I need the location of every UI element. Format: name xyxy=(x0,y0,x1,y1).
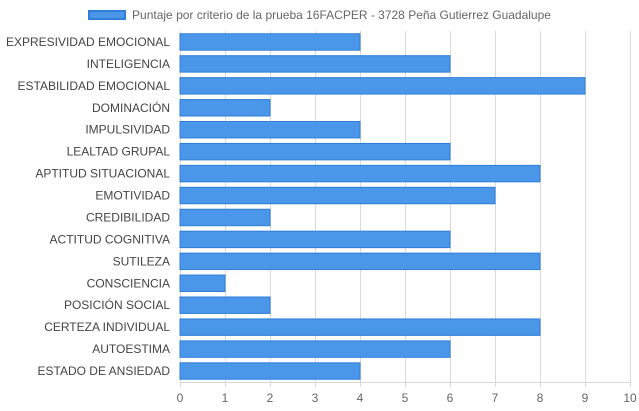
bar[interactable] xyxy=(179,230,451,249)
category-label: EXPRESIVIDAD EMOCIONAL xyxy=(6,35,170,49)
bar[interactable] xyxy=(179,252,541,271)
bar[interactable] xyxy=(179,318,541,336)
x-tick-label: 0 xyxy=(177,391,184,405)
x-tick-label: 3 xyxy=(312,391,319,405)
category-label: ACTITUD COGNITIVA xyxy=(50,232,170,246)
bar[interactable] xyxy=(179,142,451,161)
bar[interactable] xyxy=(179,33,361,51)
category-label: POSICIÓN SOCIAL xyxy=(64,297,170,312)
bars xyxy=(179,33,586,380)
category-label: INTELIGENCIA xyxy=(87,57,170,71)
category-label: APTITUD SITUACIONAL xyxy=(35,167,170,181)
category-label: IMPULSIVIDAD xyxy=(85,123,170,137)
x-tick-label: 1 xyxy=(222,391,229,405)
x-tick-label: 2 xyxy=(267,391,274,405)
chart-legend[interactable]: Puntaje por criterio de la prueba 16FACP… xyxy=(0,6,639,24)
category-label: AUTOESTIMA xyxy=(92,342,170,356)
legend-swatch xyxy=(88,10,127,20)
x-tick-label: 7 xyxy=(492,391,499,405)
bar[interactable] xyxy=(179,120,361,139)
x-tick-label: 6 xyxy=(447,391,454,405)
bar[interactable] xyxy=(179,99,271,117)
bar[interactable] xyxy=(179,77,586,95)
bar[interactable] xyxy=(179,164,541,183)
x-tick-label: 10 xyxy=(623,391,637,405)
category-label: CONSCIENCIA xyxy=(87,276,170,290)
bar[interactable] xyxy=(179,340,451,358)
category-label: SUTILEZA xyxy=(113,254,170,268)
bar[interactable] xyxy=(179,296,271,314)
bar[interactable] xyxy=(179,186,496,205)
category-label: CERTEZA INDIVIDUAL xyxy=(44,320,170,334)
x-tick-label: 9 xyxy=(582,391,589,405)
legend-label: Puntaje por criterio de la prueba 16FACP… xyxy=(132,8,551,22)
bar[interactable] xyxy=(179,55,451,73)
category-label: LEALTAD GRUPAL xyxy=(67,145,171,159)
x-tick-label: 8 xyxy=(537,391,544,405)
bar[interactable] xyxy=(179,208,271,227)
bar[interactable] xyxy=(179,274,226,293)
x-tick-label: 4 xyxy=(357,391,364,405)
x-tick-label: 5 xyxy=(402,391,409,405)
category-label: DOMINACIÓN xyxy=(92,100,170,115)
category-label: ESTADO DE ANSIEDAD xyxy=(38,364,171,378)
category-label: ESTABILIDAD EMOCIONAL xyxy=(18,79,171,93)
category-label: CREDIBILIDAD xyxy=(86,210,170,224)
category-label: EMOTIVIDAD xyxy=(95,189,170,203)
category-labels: EXPRESIVIDAD EMOCIONAL INTELIGENCIA ESTABI… xyxy=(6,35,170,378)
x-axis-ticks: 0 1 2 3 4 5 6 7 8 9 10 xyxy=(177,391,637,405)
bar[interactable] xyxy=(179,362,361,380)
